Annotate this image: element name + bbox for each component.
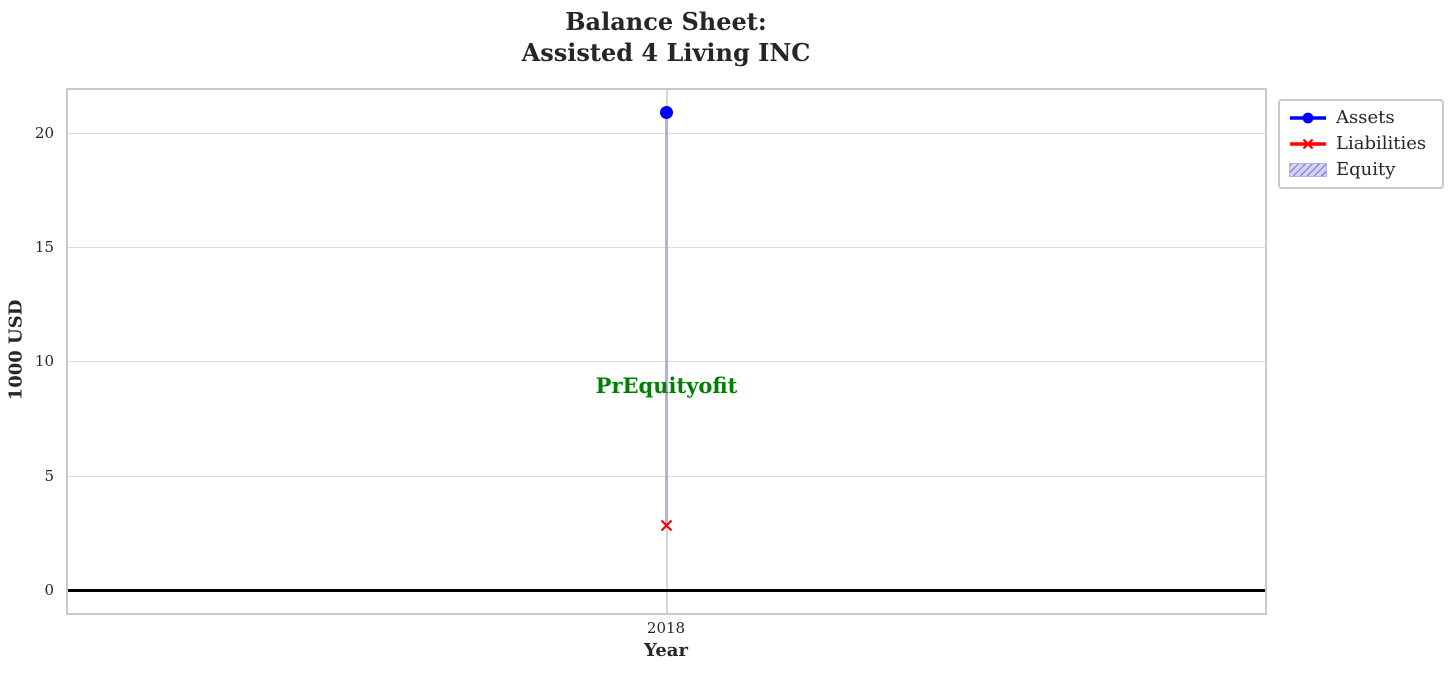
ytick-10: 10 xyxy=(34,352,54,370)
x-axis-label: Year xyxy=(644,640,688,661)
profit-annotation: PrEquityofit xyxy=(595,373,738,398)
chart-title-line1: Balance Sheet: xyxy=(565,7,767,36)
liabilities-point-marker xyxy=(660,519,673,532)
legend-item-assets: Assets xyxy=(1289,105,1433,131)
liabilities-line-icon xyxy=(1290,138,1326,150)
plot-area: PrEquityofit xyxy=(66,88,1267,615)
zero-baseline xyxy=(68,589,1265,592)
equity-hatched-patch-icon xyxy=(1289,163,1327,177)
ytick-15: 15 xyxy=(34,238,54,256)
legend-label-assets: Assets xyxy=(1336,107,1395,128)
assets-point-marker xyxy=(660,106,673,119)
ytick-20: 20 xyxy=(34,124,54,142)
legend-label-liabilities: Liabilities xyxy=(1336,133,1427,154)
xtick-2018: 2018 xyxy=(646,619,686,637)
ytick-0: 0 xyxy=(44,581,54,599)
legend-label-equity: Equity xyxy=(1336,159,1396,180)
ytick-5: 5 xyxy=(44,467,54,485)
assets-line-icon xyxy=(1290,112,1326,124)
legend-item-equity: Equity xyxy=(1289,157,1433,183)
legend-item-liabilities: Liabilities xyxy=(1289,131,1433,157)
chart-title-line2: Assisted 4 Living INC xyxy=(521,38,811,67)
equity-area-band xyxy=(665,112,668,525)
legend: Assets Liabilities Equity xyxy=(1278,99,1444,189)
y-axis-label: 1000 USD xyxy=(5,299,27,401)
chart-title: Balance Sheet: Assisted 4 Living INC xyxy=(66,6,1266,68)
